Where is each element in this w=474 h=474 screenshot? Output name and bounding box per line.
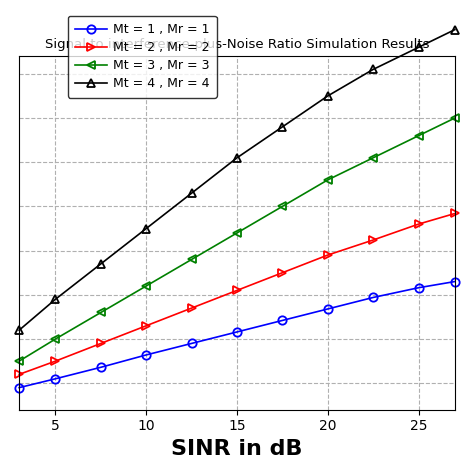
Mt = 2 , Mr = 2 (452, 210, 458, 216)
Mt = 1 , Mr = 1 (53, 376, 58, 382)
Legend: Mt = 1 , Mr = 1, Mt = 2 , Mr = 2, Mt = 3 , Mr = 3, Mt = 4 , Mr = 4: Mt = 1 , Mr = 1, Mt = 2 , Mr = 2, Mt = 3… (68, 16, 217, 98)
Mt = 3 , Mr = 3 (370, 155, 376, 161)
Mt = 3 , Mr = 3 (280, 203, 285, 209)
Mt = 2 , Mr = 2 (325, 252, 330, 258)
Mt = 1 , Mr = 1 (280, 318, 285, 323)
Line: Mt = 2 , Mr = 2: Mt = 2 , Mr = 2 (15, 210, 459, 379)
Mt = 4 , Mr = 4 (53, 296, 58, 302)
Mt = 3 , Mr = 3 (189, 256, 194, 262)
Mt = 1 , Mr = 1 (144, 352, 149, 358)
Mt = 1 , Mr = 1 (452, 279, 458, 284)
Mt = 4 , Mr = 4 (370, 66, 376, 72)
Mt = 3 , Mr = 3 (144, 283, 149, 289)
Line: Mt = 1 , Mr = 1: Mt = 1 , Mr = 1 (15, 277, 459, 392)
Mt = 3 , Mr = 3 (98, 310, 104, 315)
Mt = 1 , Mr = 1 (370, 295, 376, 301)
Mt = 3 , Mr = 3 (416, 133, 421, 138)
Mt = 2 , Mr = 2 (370, 237, 376, 243)
Mt = 4 , Mr = 4 (280, 124, 285, 130)
Mt = 1 , Mr = 1 (234, 329, 240, 335)
Mt = 3 , Mr = 3 (452, 115, 458, 121)
Mt = 2 , Mr = 2 (189, 305, 194, 311)
Mt = 4 , Mr = 4 (325, 93, 330, 99)
Mt = 4 , Mr = 4 (144, 226, 149, 231)
Mt = 4 , Mr = 4 (234, 155, 240, 161)
Mt = 1 , Mr = 1 (98, 365, 104, 370)
Mt = 1 , Mr = 1 (325, 306, 330, 312)
Mt = 3 , Mr = 3 (16, 358, 22, 364)
Mt = 1 , Mr = 1 (16, 385, 22, 391)
Mt = 4 , Mr = 4 (189, 191, 194, 196)
X-axis label: SINR in dB: SINR in dB (171, 439, 303, 459)
Line: Mt = 3 , Mr = 3: Mt = 3 , Mr = 3 (15, 114, 459, 365)
Mt = 4 , Mr = 4 (416, 45, 421, 50)
Mt = 2 , Mr = 2 (144, 323, 149, 328)
Mt = 4 , Mr = 4 (98, 261, 104, 267)
Mt = 2 , Mr = 2 (98, 341, 104, 346)
Mt = 2 , Mr = 2 (234, 288, 240, 293)
Mt = 2 , Mr = 2 (280, 270, 285, 275)
Line: Mt = 4 , Mr = 4: Mt = 4 , Mr = 4 (15, 26, 459, 334)
Mt = 1 , Mr = 1 (416, 285, 421, 291)
Mt = 4 , Mr = 4 (452, 27, 458, 33)
Mt = 3 , Mr = 3 (234, 230, 240, 236)
Mt = 1 , Mr = 1 (189, 341, 194, 346)
Mt = 3 , Mr = 3 (325, 177, 330, 183)
Mt = 4 , Mr = 4 (16, 328, 22, 333)
Title: Signal to interference-plus-Noise Ratio Simulation Results: Signal to interference-plus-Noise Ratio … (45, 38, 429, 51)
Mt = 2 , Mr = 2 (53, 358, 58, 364)
Mt = 3 , Mr = 3 (53, 336, 58, 342)
Mt = 2 , Mr = 2 (16, 372, 22, 377)
Mt = 2 , Mr = 2 (416, 221, 421, 227)
